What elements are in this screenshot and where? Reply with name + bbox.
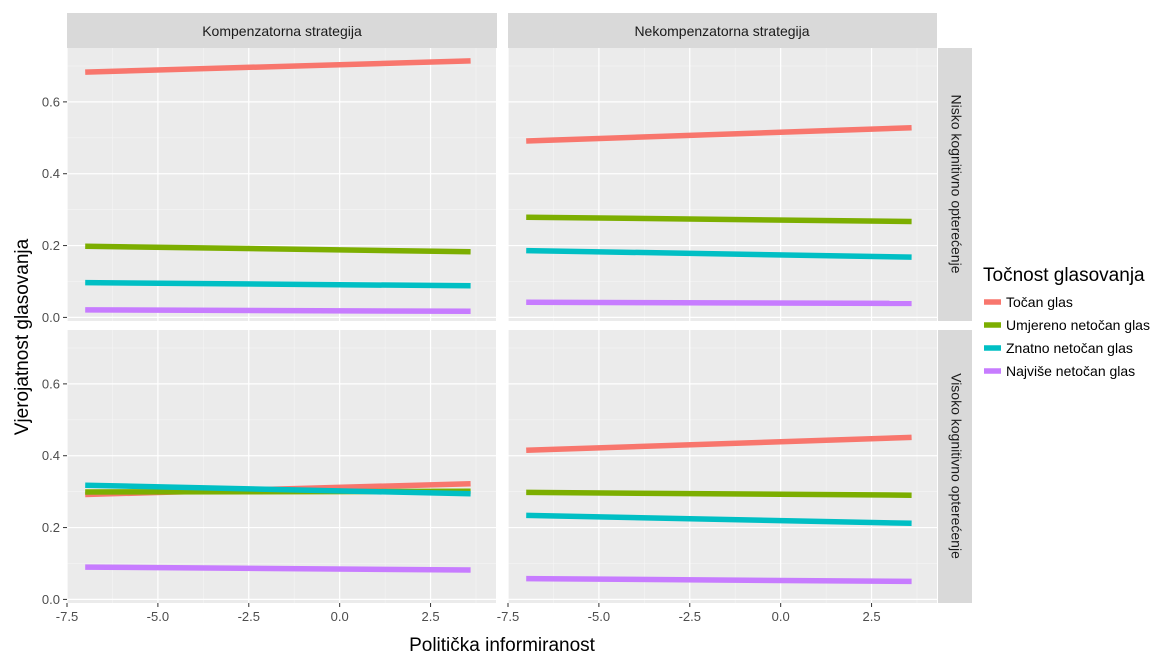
col-strip-0: Kompenzatorna strategija [67, 13, 497, 48]
panel-1-0 [66, 330, 496, 603]
legend-entry: Znatno netočan glas [984, 340, 1133, 356]
row-strip-label-1: Visoko kognitivno opterećenje [948, 373, 964, 559]
row-strip-0: Nisko kognitivno opterećenje [938, 48, 972, 321]
legend-entry: Najviše netočan glas [984, 363, 1135, 379]
y-tick-label: 0.4 [42, 448, 60, 463]
y-tick-label: 0.2 [42, 238, 60, 253]
x-tick-label: -7.5 [56, 609, 78, 624]
panel-1-1 [507, 330, 937, 603]
series-line-znatno-neto-an-glas [85, 482, 471, 497]
x-axis-ticks: -7.5 -5.0 -2.5 0.0 2.5 -7.5 -5.0 -2.5 0.0 2.5 [56, 603, 881, 624]
series-line-znatno-neto-an-glas [526, 247, 912, 260]
series-line-umjereno-neto-an-glas [526, 489, 912, 498]
y-axis-title: Vjerojatnost glasovanja [12, 238, 33, 435]
legend-label: Znatno netočan glas [1006, 340, 1133, 356]
legend-title: Točnost glasovanja [983, 265, 1145, 286]
row-strip-label-0: Nisko kognitivno opterećenje [948, 95, 964, 274]
x-tick-label: 2.5 [422, 609, 440, 624]
legend: Točnost glasovanja Točan glas Umjereno ne… [983, 265, 1150, 379]
legend-entry: Točan glas [984, 294, 1073, 310]
legend-label: Točan glas [1006, 294, 1073, 310]
panel-background [508, 48, 937, 321]
series-line-znatno-neto-an-glas [85, 279, 471, 289]
x-tick-label: 0.0 [331, 609, 349, 624]
y-tick-label: 0.6 [42, 376, 60, 391]
col-strip-label-1: Nekompenzatorna strategija [634, 23, 809, 39]
panel-background [508, 330, 937, 603]
series-line-najvi-e-neto-an-glas [526, 299, 912, 307]
col-strip-1: Nekompenzatorna strategija [508, 13, 937, 48]
y-tick-label: 0.4 [42, 166, 60, 181]
y-tick-label: 0.0 [42, 592, 60, 607]
panels [66, 48, 937, 603]
series-line-to-an-glas [526, 124, 912, 144]
x-tick-label: -2.5 [679, 609, 701, 624]
row-strip-1: Visoko kognitivno opterećenje [938, 330, 972, 603]
x-axis-title: Politička informiranost [409, 635, 596, 656]
series-line-to-an-glas [526, 434, 912, 454]
panel-background [67, 330, 496, 603]
panel-0-0 [66, 48, 496, 321]
series-line-najvi-e-neto-an-glas [526, 575, 912, 585]
series-line-znatno-neto-an-glas [526, 512, 912, 527]
x-tick-label: -2.5 [238, 609, 260, 624]
y-tick-label: 0.0 [42, 310, 60, 325]
legend-entry: Umjereno netočan glas [984, 317, 1150, 333]
x-tick-label: 2.5 [863, 609, 881, 624]
series-line-umjereno-neto-an-glas [85, 243, 471, 255]
legend-label: Najviše netočan glas [1006, 363, 1135, 379]
x-tick-label: 0.0 [772, 609, 790, 624]
legend-label: Umjereno netočan glas [1006, 317, 1150, 333]
x-tick-label: -7.5 [497, 609, 519, 624]
x-tick-label: -5.0 [147, 609, 169, 624]
panel-background [67, 48, 496, 321]
col-strip-label-0: Kompenzatorna strategija [202, 23, 362, 39]
x-tick-label: -5.0 [588, 609, 610, 624]
y-axis-ticks: 0.0 0.2 0.4 0.6 0.0 0.2 0.4 0.6 [42, 94, 67, 607]
series-line-to-an-glas [85, 58, 471, 75]
series-line-umjereno-neto-an-glas [526, 214, 912, 225]
y-tick-label: 0.6 [42, 94, 60, 109]
series-line-najvi-e-neto-an-glas [85, 564, 471, 573]
y-tick-label: 0.2 [42, 520, 60, 535]
panel-0-1 [507, 48, 937, 321]
series-line-najvi-e-neto-an-glas [85, 307, 471, 315]
